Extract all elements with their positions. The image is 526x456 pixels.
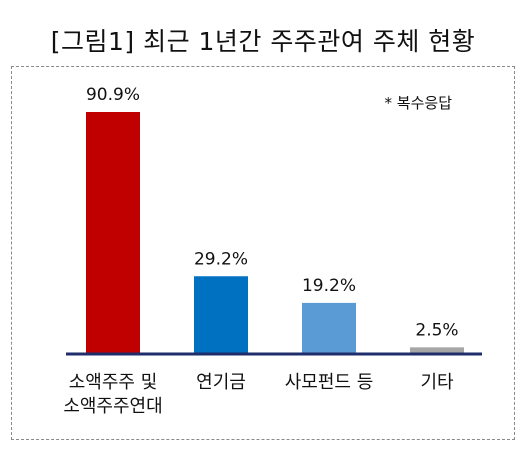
value-label-3: 19.2%	[302, 276, 356, 296]
bar-2	[194, 276, 248, 354]
bar-3	[302, 302, 356, 354]
category-label-1-line-2: 소액주주연대	[63, 396, 162, 417]
category-label-2: 연기금	[196, 372, 246, 393]
chart-title: [그림1] 최근 1년간 주주관여 주체 현황	[50, 27, 476, 56]
chart-frame	[11, 66, 515, 440]
value-label-2: 29.2%	[194, 249, 248, 269]
value-label-4: 2.5%	[415, 320, 458, 340]
value-label-1: 90.9%	[86, 85, 140, 105]
multiple-response-note: * 복수응답	[384, 94, 452, 112]
bar-1	[86, 112, 140, 354]
category-label-4: 기타	[420, 372, 454, 393]
bar-4	[410, 347, 464, 354]
category-label-3: 사모펀드 등	[285, 372, 374, 393]
category-label-1-line-1: 소액주주 및	[69, 372, 158, 393]
